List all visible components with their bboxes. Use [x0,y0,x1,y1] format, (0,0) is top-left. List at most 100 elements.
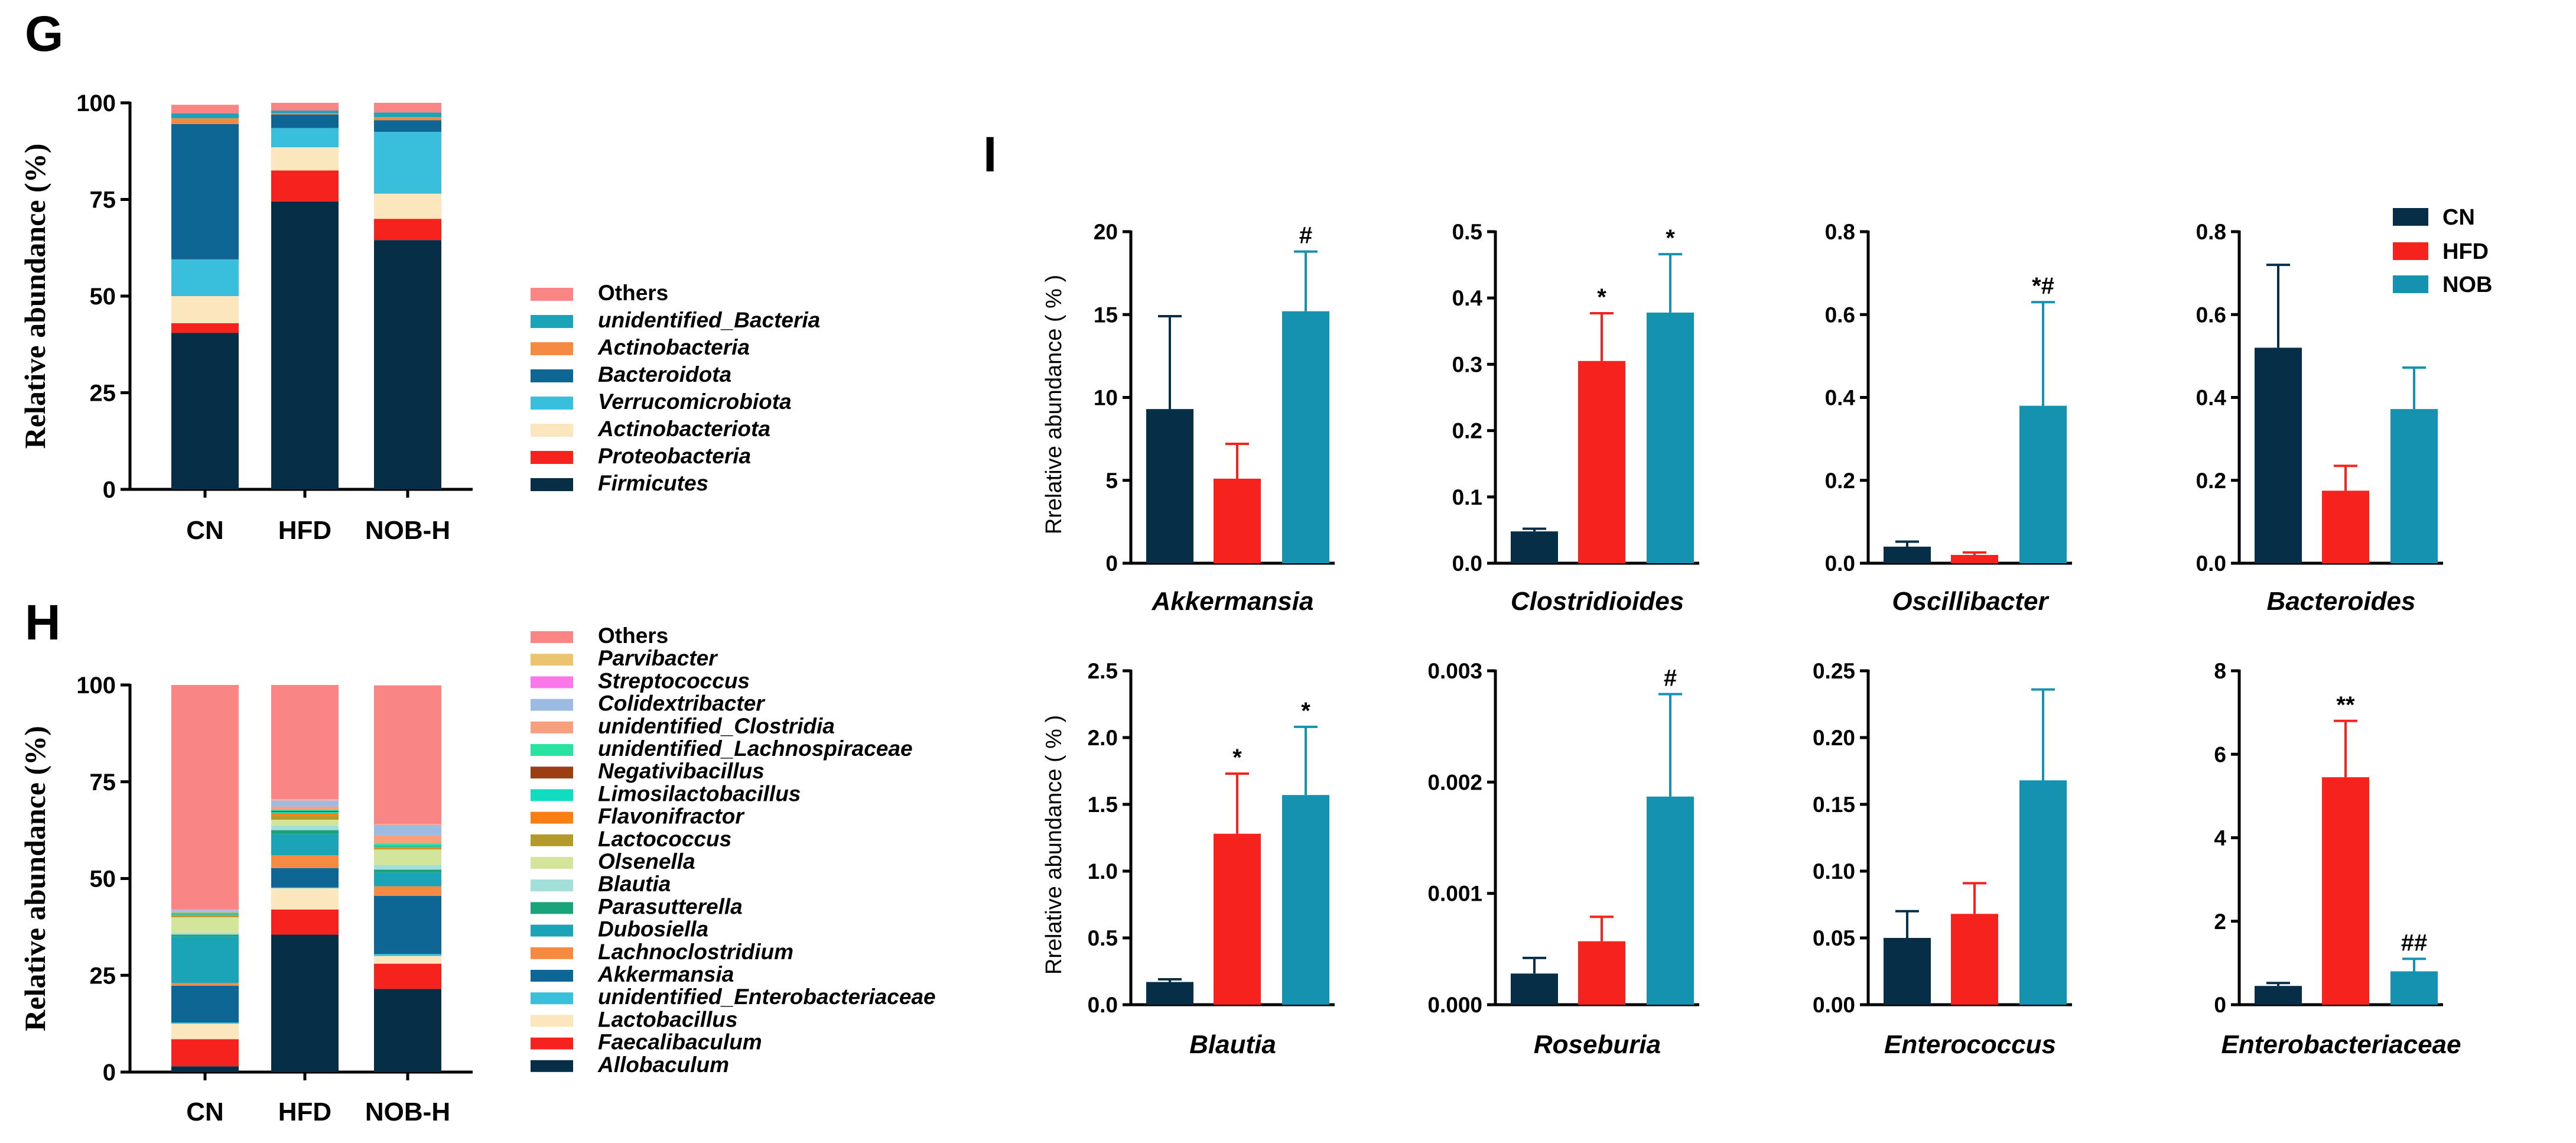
significance-mark: * [1232,745,1242,771]
legend-label: Akkermansia [597,962,734,986]
y-tick-label: 75 [90,769,116,795]
legend-swatch [531,789,573,801]
y-tick-label: 6 [2214,742,2226,767]
bar-nob [1647,312,1694,563]
bar-segment-actinobacteria [374,117,441,121]
legend-label: unidentified_Enterobacteriaceae [598,985,936,1009]
significance-mark: # [1664,665,1677,691]
bar-segment-firmicutes [271,201,339,489]
bar-segment-others [271,685,339,800]
y-tick-label: 2 [2214,910,2226,934]
legend-label: Lachnoclostridium [598,940,793,964]
legend-swatch [531,478,573,491]
y-axis-label: Rrelative abundance ( % ) [1042,275,1066,534]
bar-segment-olsenella [171,917,239,933]
y-axis-label: Rrelative abundance ( % ) [1042,715,1066,975]
bar-segment-dubosiella [271,834,339,856]
y-tick-label: 0.3 [1452,352,1482,376]
y-tick-label: 0.6 [1825,303,1855,327]
bar-segment-unidentified-enterobacteriaceae [374,954,441,956]
bar-segment-akkermansia [171,985,239,1023]
legend-swatch [531,947,573,959]
y-axis-label: Relative abundance (%) [18,144,51,449]
legend-swatch [531,369,573,382]
y-tick-label: 0.0 [1825,551,1855,576]
bar-segment-olsenella [271,819,339,826]
subplot-title: Enterobacteriaceae [2222,1030,2461,1059]
y-tick-label: 0.20 [1813,726,1855,750]
bar-segment-unidentified-lachnospiraceae [271,809,339,811]
subplot-enterococcus: 0.00 0.05 0.10 0.15 0.20 0.25 Enterococcus [1813,659,2072,1059]
bar-nob [2390,971,2438,1005]
y-tick-label: 0.4 [1452,286,1483,310]
subplot-title: Bacteroides [2267,587,2416,616]
bar-segment-actinobacteriota [271,147,339,171]
subplot-oscillibacter: 0.0 0.2 0.4 0.6 0.8 *# Oscillibacter [1825,220,2072,616]
y-tick-label: 0.05 [1813,926,1855,950]
y-axis-label: Relative abundance (%) [18,726,51,1031]
bar-segment-unidentified-bacteria [171,113,239,119]
legend-label: Parvibacter [598,646,718,670]
bar-segment-blautia [171,933,239,935]
bar-hfd [1578,941,1625,1005]
y-tick-label: 0.2 [2196,469,2226,493]
y-tick-label: 4 [2214,826,2226,850]
bar-segment-faecalibaculum [271,909,339,935]
bar-cn [1884,938,1931,1005]
bar-cn [2255,986,2302,1005]
bar-segment-negativibacillus [271,810,339,812]
y-tick-label: 0.5 [1088,926,1118,950]
y-tick-label: 0.25 [1813,659,1855,683]
legend-label: Verrucomicrobiota [598,389,792,414]
significance-mark: * [1666,225,1675,251]
legend-label: Actinobacteriota [597,417,770,441]
bar-segment-verrucomicrobiota [271,128,339,148]
legend-swatch [531,631,573,643]
legend-label: Flavonifractor [598,804,745,829]
bar-segment-bacteroidota [374,120,441,132]
y-tick-label: 15 [1094,303,1118,327]
subplot-title: Roseburia [1534,1030,1661,1059]
y-tick-label: 0.00 [1813,993,1855,1017]
bar-cn [2255,348,2302,563]
bar-segment-streptococcus [271,800,339,801]
bar-segment-colidextribacter [171,910,239,912]
legend-swatch [531,1060,573,1072]
legend-label: Allobaculum [597,1053,729,1077]
legend-label: Streptococcus [598,668,750,693]
bar-segment-colidextribacter [374,825,441,836]
legend-label: Firmicutes [598,471,708,495]
bar-segment-verrucomicrobiota [171,259,239,296]
x-tick-label: NOB-H [365,1097,450,1126]
legend-swatch [531,902,573,914]
subplot-roseburia: 0.000 0.001 0.002 0.003 # Roseburia [1427,659,1699,1059]
legend-swatch [531,767,573,779]
bar-segment-unidentified-clostridia [171,911,239,913]
panel-letter-g: G [25,6,63,61]
legend-swatch [531,699,573,711]
bar-segment-verrucomicrobiota [374,132,441,194]
y-tick-label: 2.5 [1088,659,1118,683]
legend-label: Colidextribacter [598,691,766,716]
bar-segment-lachnoclostridium [171,983,239,986]
bar-cn [1884,546,1931,563]
subplot-title: Akkermansia [1152,587,1314,616]
legend-swatch [2393,275,2428,293]
bar-segment-firmicutes [374,240,441,489]
legend-swatch [531,315,573,328]
bar-segment-unidentified-bacteria [271,111,339,113]
bar-segment-proteobacteria [271,170,339,202]
bar-segment-allobaculum [374,989,441,1072]
subplot-title: Clostridioides [1511,587,1684,616]
subplot-blautia: 0.0 0.5 1.0 1.5 2.0 2.5 * * Blautia [1088,659,1335,1059]
legend-label: NOB [2442,272,2492,297]
significance-mark: * [1301,698,1310,724]
legend-swatch [531,654,573,666]
legend-swatch [531,970,573,982]
bar-hfd [1214,833,1261,1005]
significance-mark: * [1597,284,1606,310]
legend-label: Faecalibaculum [598,1030,762,1054]
bar-segment-akkermansia [374,895,441,954]
bar-hfd [2322,777,2369,1005]
